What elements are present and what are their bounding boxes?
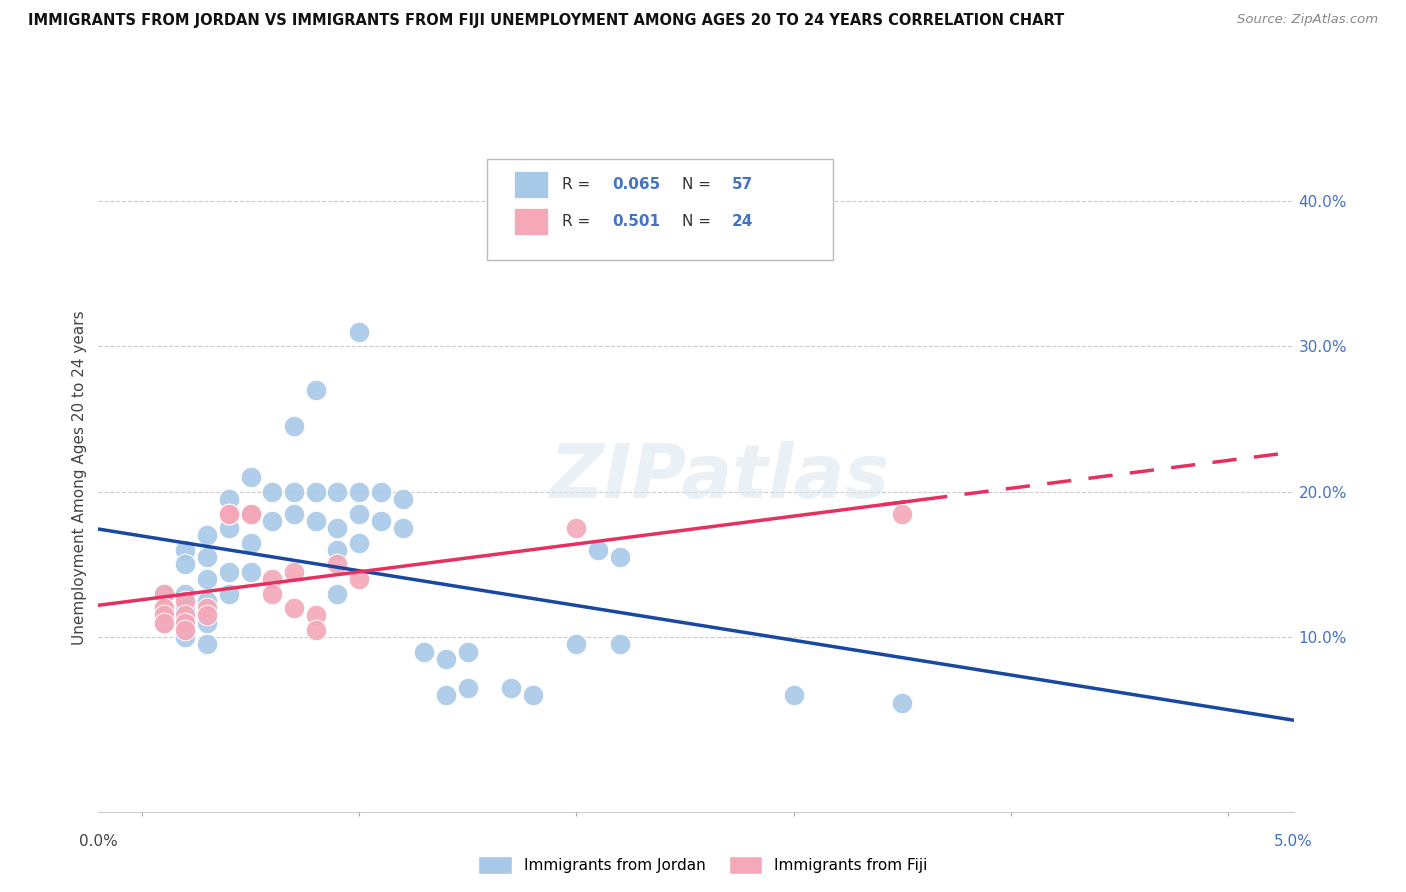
Point <box>305 484 328 499</box>
Y-axis label: Unemployment Among Ages 20 to 24 years: Unemployment Among Ages 20 to 24 years <box>72 310 87 645</box>
Point <box>262 586 284 600</box>
Point <box>434 689 457 703</box>
Text: ZIPatlas: ZIPatlas <box>550 441 890 514</box>
Point <box>347 572 370 586</box>
Point <box>283 419 305 434</box>
Text: 0.0%: 0.0% <box>79 834 118 849</box>
Point <box>370 484 392 499</box>
Point <box>283 507 305 521</box>
FancyBboxPatch shape <box>515 171 548 198</box>
Point <box>152 608 174 623</box>
Point <box>218 586 240 600</box>
Point <box>522 689 544 703</box>
Point <box>370 514 392 528</box>
Point <box>283 601 305 615</box>
Point <box>195 615 218 630</box>
Point <box>305 623 328 637</box>
Point <box>174 543 197 558</box>
Point <box>391 491 413 506</box>
Point <box>347 484 370 499</box>
Point <box>174 558 197 572</box>
FancyBboxPatch shape <box>486 160 834 260</box>
Point <box>586 543 609 558</box>
Point <box>195 550 218 565</box>
Point <box>283 484 305 499</box>
Point <box>195 608 218 623</box>
Point <box>783 689 806 703</box>
Text: R =: R = <box>562 178 595 193</box>
Point <box>239 507 262 521</box>
Point <box>326 521 349 535</box>
Point <box>195 572 218 586</box>
Point <box>326 543 349 558</box>
Point <box>565 637 588 651</box>
Point <box>501 681 523 695</box>
Text: 0.065: 0.065 <box>613 178 661 193</box>
Text: 57: 57 <box>733 178 754 193</box>
Text: IMMIGRANTS FROM JORDAN VS IMMIGRANTS FROM FIJI UNEMPLOYMENT AMONG AGES 20 TO 24 : IMMIGRANTS FROM JORDAN VS IMMIGRANTS FRO… <box>28 13 1064 29</box>
Legend: Immigrants from Jordan, Immigrants from Fiji: Immigrants from Jordan, Immigrants from … <box>472 850 934 880</box>
Point <box>457 681 479 695</box>
Point <box>174 615 197 630</box>
Point <box>174 586 197 600</box>
Point <box>152 601 174 615</box>
Point <box>239 535 262 549</box>
Text: 24: 24 <box>733 214 754 229</box>
Point <box>218 521 240 535</box>
Point <box>174 630 197 644</box>
Text: N =: N = <box>682 178 716 193</box>
Point <box>152 586 174 600</box>
Point <box>218 565 240 579</box>
Point <box>609 637 631 651</box>
Point <box>239 507 262 521</box>
Point <box>262 514 284 528</box>
Point <box>262 484 284 499</box>
Point <box>195 528 218 542</box>
Text: Source: ZipAtlas.com: Source: ZipAtlas.com <box>1237 13 1378 27</box>
Point <box>174 623 197 637</box>
Point <box>195 637 218 651</box>
Point <box>347 325 370 339</box>
Point <box>239 565 262 579</box>
Point <box>891 507 914 521</box>
Point <box>218 507 240 521</box>
Point <box>347 535 370 549</box>
Point <box>305 383 328 397</box>
Point <box>218 507 240 521</box>
Text: 0.501: 0.501 <box>613 214 661 229</box>
Point <box>891 696 914 710</box>
Point <box>174 615 197 630</box>
Point <box>195 594 218 608</box>
Point <box>174 608 197 623</box>
Point <box>195 601 218 615</box>
Point <box>152 615 174 630</box>
Point <box>239 470 262 484</box>
Point <box>174 594 197 608</box>
Point <box>457 645 479 659</box>
Point <box>174 601 197 615</box>
Point <box>326 558 349 572</box>
Point <box>152 601 174 615</box>
Point <box>152 586 174 600</box>
Point <box>152 608 174 623</box>
Point <box>609 550 631 565</box>
Point <box>413 645 436 659</box>
Point <box>283 565 305 579</box>
Point <box>152 615 174 630</box>
Text: 5.0%: 5.0% <box>1274 834 1313 849</box>
FancyBboxPatch shape <box>515 209 548 235</box>
Point <box>347 507 370 521</box>
Point <box>305 608 328 623</box>
Point <box>305 514 328 528</box>
Point <box>262 572 284 586</box>
Point <box>565 521 588 535</box>
Point <box>434 652 457 666</box>
Point <box>326 586 349 600</box>
Point <box>326 484 349 499</box>
Point <box>239 507 262 521</box>
Text: R =: R = <box>562 214 595 229</box>
Text: N =: N = <box>682 214 716 229</box>
Point <box>391 521 413 535</box>
Point <box>218 491 240 506</box>
